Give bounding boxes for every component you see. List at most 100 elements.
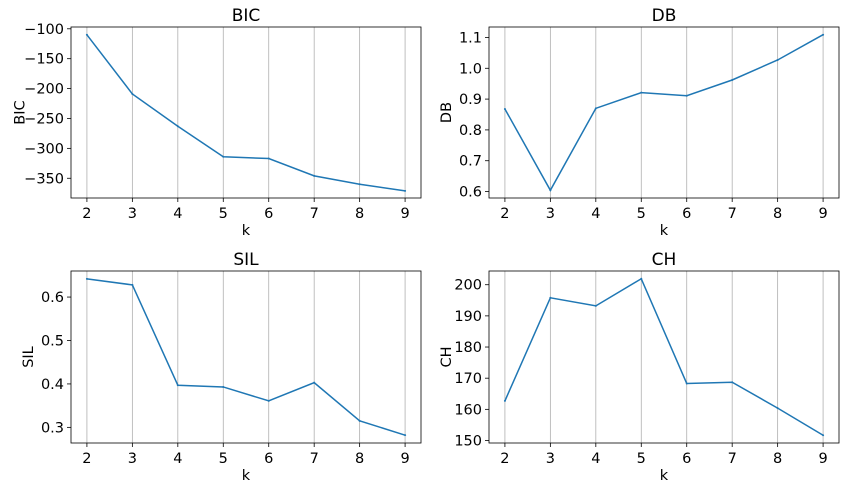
chart-title: DB [652, 6, 677, 26]
data-point [640, 277, 643, 280]
x-tick-label: 2 [82, 206, 91, 222]
y-tick-label: 180 [454, 340, 482, 356]
y-tick-label: 0.9 [459, 92, 482, 108]
x-tick-label: 8 [355, 206, 364, 222]
x-tick-label: 6 [264, 451, 273, 467]
x-tick-label: 2 [500, 451, 509, 467]
x-tick-label: 8 [773, 206, 782, 222]
y-tick-label: 0.6 [459, 185, 482, 201]
x-tick-label: 9 [400, 451, 409, 467]
x-tick-label: 5 [637, 451, 646, 467]
y-axis-label: DB [439, 102, 455, 123]
y-tick-label: −350 [24, 171, 64, 187]
y-tick-label: 0.8 [459, 123, 482, 139]
y-tick-label: −300 [24, 141, 64, 157]
y-tick-label: 0.7 [459, 154, 482, 170]
axes-frame [488, 270, 840, 444]
series-line [504, 34, 824, 192]
data-point [503, 107, 506, 110]
data-point [549, 296, 552, 299]
data-point [594, 107, 597, 110]
x-tick-label: 7 [728, 451, 737, 467]
x-tick-label: 7 [310, 451, 319, 467]
y-tick-label: 200 [454, 278, 482, 294]
data-point [176, 384, 179, 387]
x-tick-label: 8 [773, 451, 782, 467]
y-tick-label: −150 [24, 52, 64, 68]
data-point [267, 157, 270, 160]
x-tick-label: 7 [310, 206, 319, 222]
chart-bic-panel: 2 3 4 5 6 7 8 9 −100 −150 −200 −250 −300 −350 BIC k BIC [13, 6, 422, 239]
data-point [594, 304, 597, 307]
y-tick-label: −100 [24, 22, 64, 38]
data-point [222, 385, 225, 388]
y-tick-label: −250 [24, 111, 64, 127]
x-tick-label: 2 [82, 451, 91, 467]
chart-ch-panel: 2 3 4 5 6 7 8 9 150 160 170 180 190 200 CH k CH [439, 250, 840, 484]
x-tick-label: 8 [355, 451, 364, 467]
x-tick-label: 2 [500, 206, 509, 222]
x-tick-label: 4 [591, 451, 600, 467]
x-tick-label: 4 [173, 206, 182, 222]
data-point [776, 58, 779, 61]
y-tick-label: 1.0 [459, 61, 482, 77]
axes-frame [70, 26, 422, 199]
axes-frame [488, 26, 840, 199]
data-point [358, 183, 361, 186]
x-axis-label: k [660, 468, 669, 484]
y-axis-label: SIL [21, 346, 37, 368]
x-tick-label: 9 [400, 206, 409, 222]
x-tick-label: 3 [546, 206, 555, 222]
y-tick-label: 190 [454, 309, 482, 325]
data-point [731, 381, 734, 384]
y-tick-label: 0.6 [41, 290, 64, 306]
x-tick-label: 4 [173, 451, 182, 467]
series-line [86, 278, 406, 436]
y-tick-label: 150 [454, 434, 482, 450]
data-point [358, 419, 361, 422]
data-point [85, 33, 88, 36]
data-point [404, 189, 407, 192]
x-axis-label: k [660, 223, 669, 239]
x-axis-label: k [242, 223, 251, 239]
x-tick-label: 5 [637, 206, 646, 222]
data-point [313, 381, 316, 384]
chart-title: SIL [233, 250, 259, 270]
x-tick-label: 3 [546, 451, 555, 467]
chart-title: BIC [232, 6, 261, 26]
y-tick-label: 0.3 [41, 420, 64, 436]
data-point [731, 78, 734, 81]
data-point [131, 92, 134, 95]
x-tick-label: 4 [591, 206, 600, 222]
axes-frame [70, 270, 422, 444]
data-point [640, 91, 643, 94]
data-point [685, 382, 688, 385]
data-point [549, 189, 552, 192]
x-tick-label: 6 [264, 206, 273, 222]
x-tick-label: 7 [728, 206, 737, 222]
x-axis-label: k [242, 468, 251, 484]
data-point [267, 399, 270, 402]
x-tick-label: 6 [682, 451, 691, 467]
x-tick-label: 5 [219, 451, 228, 467]
x-tick-label: 6 [682, 206, 691, 222]
x-tick-label: 3 [128, 206, 137, 222]
data-point [131, 283, 134, 286]
data-point [313, 174, 316, 177]
y-tick-label: 0.5 [41, 333, 64, 349]
x-tick-label: 5 [219, 206, 228, 222]
series-line [504, 277, 824, 436]
y-axis-label: BIC [13, 100, 29, 124]
data-point [404, 434, 407, 437]
data-point [85, 277, 88, 280]
data-point [822, 434, 825, 437]
data-point [176, 125, 179, 128]
data-point [503, 399, 506, 402]
x-tick-label: 9 [818, 206, 827, 222]
y-tick-label: 1.1 [459, 30, 482, 46]
y-tick-label: 170 [454, 371, 482, 387]
y-axis-label: CH [439, 346, 455, 367]
x-tick-label: 9 [818, 451, 827, 467]
series-line [86, 34, 406, 192]
